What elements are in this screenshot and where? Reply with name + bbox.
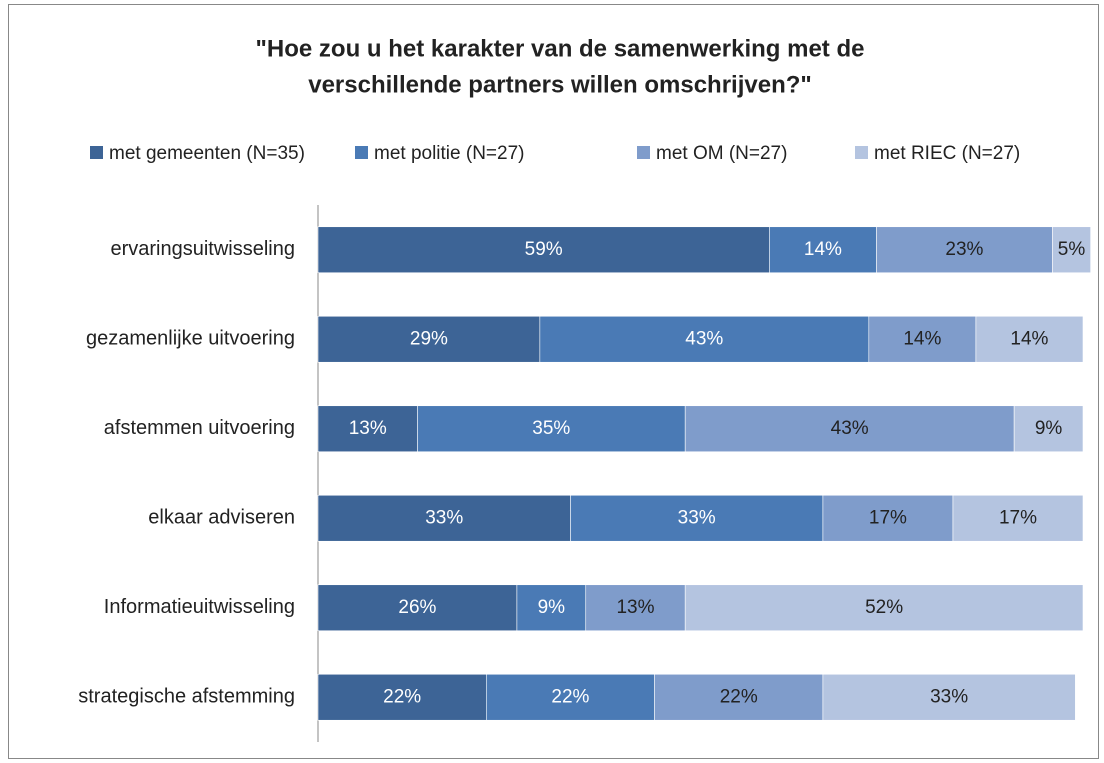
- data-label: 14%: [903, 328, 941, 349]
- data-label: 22%: [551, 686, 589, 707]
- data-label: 29%: [410, 328, 448, 349]
- data-label: 33%: [930, 686, 968, 707]
- bar-segment: [876, 226, 1053, 274]
- bar-segment: [822, 673, 1076, 721]
- data-label: 59%: [525, 239, 563, 260]
- legend-swatch: [637, 146, 650, 159]
- bar-segment: [570, 494, 824, 542]
- chart-frame: [8, 4, 1099, 759]
- data-label: 33%: [425, 507, 463, 528]
- data-label: 43%: [685, 328, 723, 349]
- bar-segment: [585, 584, 686, 632]
- bar-segment: [654, 673, 824, 721]
- bar-segment: [975, 315, 1084, 363]
- data-label: 5%: [1058, 239, 1086, 260]
- data-label: 33%: [678, 507, 716, 528]
- data-label: 23%: [945, 239, 983, 260]
- bar-segment: [317, 226, 770, 274]
- bar-segment: [485, 673, 655, 721]
- legend-swatch: [355, 146, 368, 159]
- legend-swatch: [90, 146, 103, 159]
- legend-swatch: [855, 146, 868, 159]
- data-label: 17%: [999, 507, 1037, 528]
- data-label: 22%: [720, 686, 758, 707]
- data-label: 26%: [398, 597, 436, 618]
- bar-segment: [684, 405, 1015, 453]
- data-label: 17%: [869, 507, 907, 528]
- data-label: 9%: [538, 597, 566, 618]
- bar-segment: [417, 405, 686, 453]
- y-tick-label: ervaringsuitwisseling: [110, 238, 295, 260]
- bar-segment: [1052, 226, 1091, 274]
- data-label: 13%: [616, 597, 654, 618]
- legend-label: met gemeenten (N=35): [109, 143, 305, 164]
- legend-label: met RIEC (N=27): [874, 143, 1020, 164]
- bar-segment: [952, 494, 1084, 542]
- bar-segment: [769, 226, 877, 274]
- data-label: 35%: [532, 418, 570, 439]
- bar-segment: [684, 584, 1084, 632]
- bar-segment: [317, 584, 518, 632]
- legend-label: met politie (N=27): [374, 143, 524, 164]
- bar-segment: [822, 494, 954, 542]
- bar-segment: [539, 315, 870, 363]
- y-tick-label: Informatieuitwisseling: [104, 596, 295, 618]
- chart-title: verschillende partners willen omschrijve…: [308, 71, 812, 98]
- y-tick-label: elkaar adviseren: [148, 507, 295, 529]
- bar-segment: [317, 673, 487, 721]
- bar-segment: [1013, 405, 1084, 453]
- bar-segment: [317, 405, 418, 453]
- data-label: 43%: [831, 418, 869, 439]
- bar-segment: [516, 584, 587, 632]
- data-label: 52%: [865, 597, 903, 618]
- data-label: 9%: [1035, 418, 1063, 439]
- data-label: 13%: [349, 418, 387, 439]
- data-label: 22%: [383, 686, 421, 707]
- y-tick-label: gezamenlijke uitvoering: [86, 328, 295, 350]
- y-tick-label: strategische afstemming: [78, 686, 295, 708]
- bar-segment: [317, 494, 571, 542]
- legend-label: met OM (N=27): [656, 143, 787, 164]
- y-tick-label: afstemmen uitvoering: [104, 417, 295, 439]
- chart-title: "Hoe zou u het karakter van de samenwerk…: [256, 35, 865, 62]
- data-label: 14%: [1010, 328, 1048, 349]
- data-label: 14%: [804, 239, 842, 260]
